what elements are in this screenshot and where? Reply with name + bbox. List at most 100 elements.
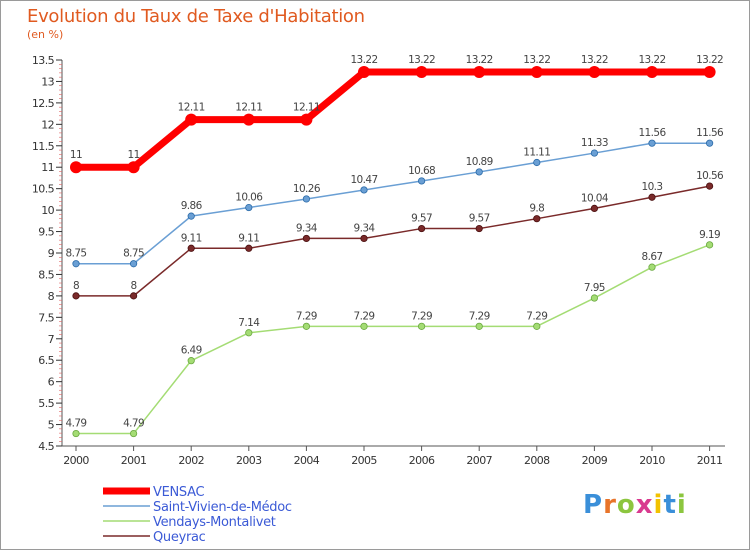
x-tick-label: 2005 bbox=[351, 454, 377, 467]
data-label: 11.56 bbox=[696, 127, 724, 139]
x-tick-label: 2002 bbox=[178, 454, 204, 467]
data-label: 8.67 bbox=[642, 251, 663, 263]
data-point bbox=[473, 66, 486, 79]
data-label: 13.22 bbox=[523, 54, 550, 66]
y-tick-label: 7.5 bbox=[38, 311, 54, 324]
data-point bbox=[417, 224, 426, 233]
data-label: 13.22 bbox=[408, 54, 435, 66]
y-tick-label: 10 bbox=[41, 204, 54, 217]
data-point bbox=[302, 322, 310, 330]
data-label: 13.22 bbox=[350, 54, 377, 66]
series-line bbox=[76, 68, 710, 171]
data-label: 9.19 bbox=[699, 229, 720, 241]
logo-letter: o bbox=[616, 490, 636, 520]
data-label: 11.11 bbox=[523, 147, 550, 159]
series-line bbox=[76, 244, 710, 435]
data-label: 10.68 bbox=[408, 165, 435, 177]
series-line bbox=[76, 185, 710, 297]
x-tick-label: 2008 bbox=[524, 454, 550, 467]
legend-label: VENSAC bbox=[153, 485, 204, 500]
legend-label: Vendays-Montalivet bbox=[153, 515, 276, 530]
data-point bbox=[533, 322, 541, 330]
data-label: 12.11 bbox=[178, 102, 205, 114]
logo-letter: r bbox=[603, 490, 617, 520]
data-point bbox=[302, 195, 310, 203]
logo-letter: i bbox=[676, 490, 687, 520]
data-point bbox=[475, 168, 483, 176]
data-point bbox=[300, 113, 313, 126]
data-label: 10.06 bbox=[235, 192, 263, 204]
data-label: 10.04 bbox=[581, 192, 609, 204]
data-label: 7.29 bbox=[469, 310, 490, 322]
series-layer bbox=[70, 66, 716, 438]
data-point bbox=[588, 66, 601, 79]
data-point bbox=[646, 66, 658, 79]
legend: VENSACSaint-Vivien-de-MédocVendays-Monta… bbox=[103, 485, 292, 545]
y-tick-label: 11 bbox=[41, 161, 54, 174]
y-tick-label: 5 bbox=[48, 419, 55, 432]
data-label: 9.34 bbox=[354, 222, 376, 234]
data-point bbox=[533, 158, 541, 167]
data-point bbox=[130, 260, 138, 268]
data-point bbox=[533, 215, 541, 223]
data-label: 7.14 bbox=[238, 317, 260, 329]
y-tick-label: 8 bbox=[48, 290, 55, 303]
data-label: 11 bbox=[128, 149, 140, 161]
data-label: 8 bbox=[131, 280, 137, 292]
logo-letter: P bbox=[583, 490, 604, 520]
data-point bbox=[590, 149, 599, 157]
logo-letter: i bbox=[653, 490, 664, 520]
data-point bbox=[475, 322, 483, 330]
data-label: 13.22 bbox=[696, 54, 723, 66]
data-label: 4.79 bbox=[66, 418, 87, 430]
logo-letter: x bbox=[635, 490, 654, 520]
data-label: 9.57 bbox=[411, 213, 432, 225]
data-label: 12.11 bbox=[235, 102, 262, 114]
data-point bbox=[415, 66, 428, 79]
data-label: 9.57 bbox=[469, 213, 490, 225]
data-point bbox=[705, 182, 714, 190]
data-label: 12.11 bbox=[293, 102, 320, 114]
data-point bbox=[187, 212, 195, 220]
data-label: 9.11 bbox=[238, 232, 259, 244]
data-point bbox=[72, 429, 80, 438]
x-tick-label: 2004 bbox=[294, 454, 320, 467]
chart-title: Evolution du Taux de Taxe d'Habitation bbox=[27, 6, 365, 27]
data-point bbox=[187, 357, 195, 365]
y-tick-label: 6.5 bbox=[38, 354, 54, 367]
data-point bbox=[242, 113, 255, 126]
data-label: 10.26 bbox=[293, 183, 321, 195]
data-point bbox=[648, 263, 656, 271]
data-label: 9.86 bbox=[181, 200, 203, 212]
legend-label: Saint-Vivien-de-Médoc bbox=[153, 500, 292, 515]
data-point bbox=[705, 139, 714, 147]
data-label: 11.56 bbox=[638, 127, 666, 139]
data-label: 10.89 bbox=[466, 156, 493, 168]
data-point bbox=[590, 294, 599, 302]
data-label: 7.29 bbox=[354, 310, 375, 322]
x-tick-label: 2003 bbox=[236, 454, 262, 467]
data-point bbox=[705, 241, 714, 249]
data-point bbox=[475, 224, 483, 233]
proxiti-logo: Proxiti bbox=[583, 490, 687, 520]
data-point bbox=[72, 292, 80, 300]
data-point bbox=[360, 234, 368, 243]
data-label: 4.79 bbox=[123, 418, 144, 430]
y-tick-label: 11.5 bbox=[32, 140, 55, 153]
y-tick-label: 6 bbox=[48, 376, 55, 389]
chart-subtitle: (en %) bbox=[27, 28, 64, 41]
data-label: 11.33 bbox=[581, 137, 608, 149]
legend-label: Queyrac bbox=[153, 530, 206, 545]
x-tick-label: 2010 bbox=[639, 454, 665, 467]
x-tick-label: 2000 bbox=[63, 454, 89, 467]
data-point bbox=[530, 66, 543, 79]
data-label: 7.95 bbox=[584, 282, 605, 294]
data-label: 9.34 bbox=[296, 222, 318, 234]
x-tick-label: 2007 bbox=[466, 454, 492, 467]
data-point bbox=[302, 234, 310, 243]
y-tick-label: 13.5 bbox=[32, 54, 55, 67]
data-label: 9.8 bbox=[529, 203, 544, 215]
data-point bbox=[703, 66, 716, 79]
y-tick-label: 5.5 bbox=[38, 397, 54, 410]
y-tick-label: 8.5 bbox=[38, 268, 54, 281]
